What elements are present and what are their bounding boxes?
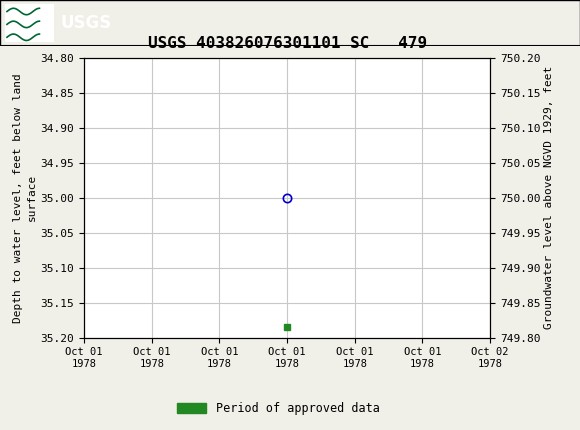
Y-axis label: Groundwater level above NGVD 1929, feet: Groundwater level above NGVD 1929, feet <box>545 66 554 329</box>
Legend: Period of approved data: Period of approved data <box>172 397 385 420</box>
FancyBboxPatch shape <box>5 4 54 42</box>
Title: USGS 403826076301101 SC   479: USGS 403826076301101 SC 479 <box>147 36 427 51</box>
Text: USGS: USGS <box>61 14 112 32</box>
Y-axis label: Depth to water level, feet below land
surface: Depth to water level, feet below land su… <box>13 73 37 322</box>
